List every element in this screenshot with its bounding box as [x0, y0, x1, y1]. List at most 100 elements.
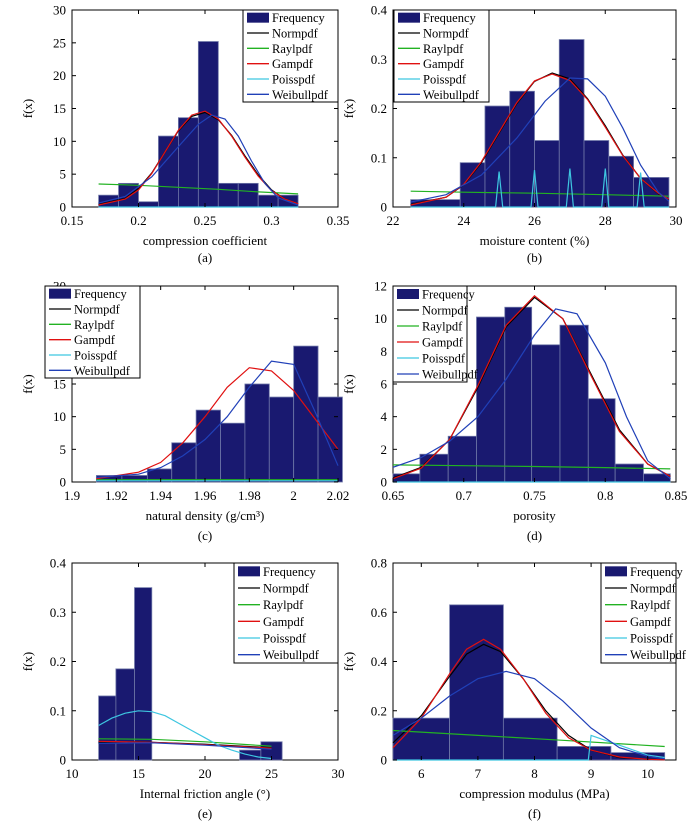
- series-line-raylpdf: [410, 190, 669, 197]
- y-tick-label: 0.2: [371, 101, 387, 116]
- legend-label: Raylpdf: [263, 598, 304, 612]
- y-axis-label: f(x): [341, 652, 356, 672]
- legend-label: Normpdf: [423, 27, 470, 41]
- histogram-bar: [531, 344, 561, 483]
- legend-label: Poisspdf: [272, 73, 316, 87]
- legend-label: Gampdf: [422, 336, 464, 350]
- series-line-gampdf: [410, 73, 670, 206]
- y-tick-label: 5: [60, 167, 67, 182]
- histogram-bar: [614, 463, 644, 483]
- y-tick-label: 0: [60, 753, 67, 768]
- y-tick-label: 0: [381, 753, 388, 768]
- y-axis-label: f(x): [20, 99, 35, 119]
- y-tick-label: 0.8: [371, 556, 387, 571]
- legend-box: [242, 9, 339, 103]
- histogram-bar: [610, 752, 666, 761]
- histogram-bar: [244, 383, 270, 483]
- legend-box: [392, 285, 468, 383]
- x-tick-label: 1.96: [194, 488, 217, 503]
- histogram-bar: [195, 409, 221, 483]
- legend-box: [233, 562, 339, 664]
- legend-label: Gampdf: [263, 615, 305, 629]
- y-tick-label: 10: [374, 311, 387, 326]
- y-tick-label: 0: [60, 475, 67, 490]
- y-axis-label: f(x): [20, 652, 35, 672]
- x-tick-label: 22: [387, 213, 400, 228]
- legend-label: Raylpdf: [74, 318, 115, 332]
- y-tick-label: 0.4: [371, 654, 388, 669]
- series-line-weibullpdf: [410, 77, 670, 203]
- y-tick-label: 0: [381, 475, 388, 490]
- histogram-bar: [138, 201, 159, 208]
- histogram-bar: [268, 396, 295, 483]
- legend-swatch-frequency: [605, 566, 627, 577]
- legend-label: Gampdf: [423, 57, 465, 71]
- y-tick-label: 10: [53, 409, 66, 424]
- legend-swatch-frequency: [397, 289, 419, 299]
- series-line-gampdf: [96, 367, 339, 480]
- histogram-bar: [177, 117, 199, 208]
- legend-label: Poisspdf: [74, 349, 118, 363]
- legend-label: Raylpdf: [272, 42, 313, 56]
- x-tick-label: 30: [332, 766, 345, 781]
- x-tick-label: 0.85: [665, 488, 688, 503]
- series-line-poisspdf: [393, 734, 665, 761]
- histogram-bar: [217, 182, 239, 208]
- y-tick-label: 0.3: [371, 52, 387, 67]
- x-tick-label: 28: [599, 213, 612, 228]
- histogram-bar: [197, 41, 219, 208]
- legend-label: Frequency: [423, 11, 477, 25]
- legend: FrequencyNormpdfRaylpdfGampdfPoisspdfWei…: [44, 285, 141, 379]
- legend-label: Poisspdf: [422, 352, 466, 366]
- legend-label: Poisspdf: [263, 632, 307, 646]
- histogram-bar: [587, 398, 616, 483]
- chart-panel-c: 1.91.921.941.961.9822.02051015202530natu…: [20, 279, 349, 544]
- x-tick-label: 0.75: [523, 488, 546, 503]
- x-tick-label: 0.7: [456, 488, 473, 503]
- x-tick-label: 1.98: [238, 488, 261, 503]
- y-tick-label: 6: [381, 377, 388, 392]
- y-tick-label: 15: [53, 377, 66, 392]
- legend-box: [44, 285, 141, 379]
- x-tick-label: 25: [265, 766, 278, 781]
- panel-caption: (a): [198, 250, 212, 265]
- legend-label: Gampdf: [272, 57, 314, 71]
- x-axis-label: porosity: [513, 508, 556, 523]
- x-tick-label: 0.35: [327, 213, 350, 228]
- series-line-raylpdf: [392, 464, 671, 470]
- series-line-weibullpdf: [98, 742, 272, 750]
- panel-caption: (f): [528, 806, 541, 821]
- legend-label: Gampdf: [74, 333, 116, 347]
- series-line-gampdf: [392, 294, 671, 480]
- legend: FrequencyNormpdfRaylpdfGampdfPoisspdfWei…: [242, 9, 339, 103]
- y-tick-label: 5: [60, 442, 67, 457]
- panel-caption: (b): [527, 250, 542, 265]
- x-tick-label: 6: [418, 766, 425, 781]
- x-tick-label: 15: [132, 766, 145, 781]
- y-tick-label: 2: [381, 442, 388, 457]
- legend-label: Weibullpdf: [630, 648, 687, 662]
- y-tick-label: 15: [53, 101, 66, 116]
- histogram-bar: [534, 140, 560, 208]
- x-tick-label: 0.65: [382, 488, 405, 503]
- y-tick-label: 8: [381, 344, 388, 359]
- x-axis-label: Internal friction angle (°): [140, 786, 270, 801]
- legend-swatch-frequency: [247, 12, 269, 23]
- chart-panel-a: 0.15 0.2 0.25 0.3 0.35 0 5 10 15 20 25 30 compressio…: [20, 3, 349, 266]
- x-tick-label: 0.25: [194, 213, 217, 228]
- x-axis-label: compression modulus (MPa): [459, 786, 609, 801]
- legend: FrequencyNormpdfRaylpdfGampdfPoisspdfWei…: [600, 562, 687, 664]
- x-tick-label: 9: [588, 766, 595, 781]
- x-tick-label: 0.3: [263, 213, 279, 228]
- legend: FrequencyNormpdfRaylpdfGampdfPoisspdfWei…: [233, 562, 339, 664]
- legend-swatch-frequency: [49, 288, 71, 299]
- histogram-bar: [237, 182, 259, 208]
- series-line-poisspdf: [410, 168, 669, 208]
- y-tick-label: 20: [53, 68, 66, 83]
- legend-label: Poisspdf: [630, 632, 674, 646]
- histogram-bar: [115, 668, 135, 761]
- x-tick-label: 2.02: [327, 488, 350, 503]
- x-axis-label: moisture content (%): [480, 233, 590, 248]
- legend-swatch-frequency: [238, 566, 260, 577]
- series-line-poisspdf: [98, 710, 272, 760]
